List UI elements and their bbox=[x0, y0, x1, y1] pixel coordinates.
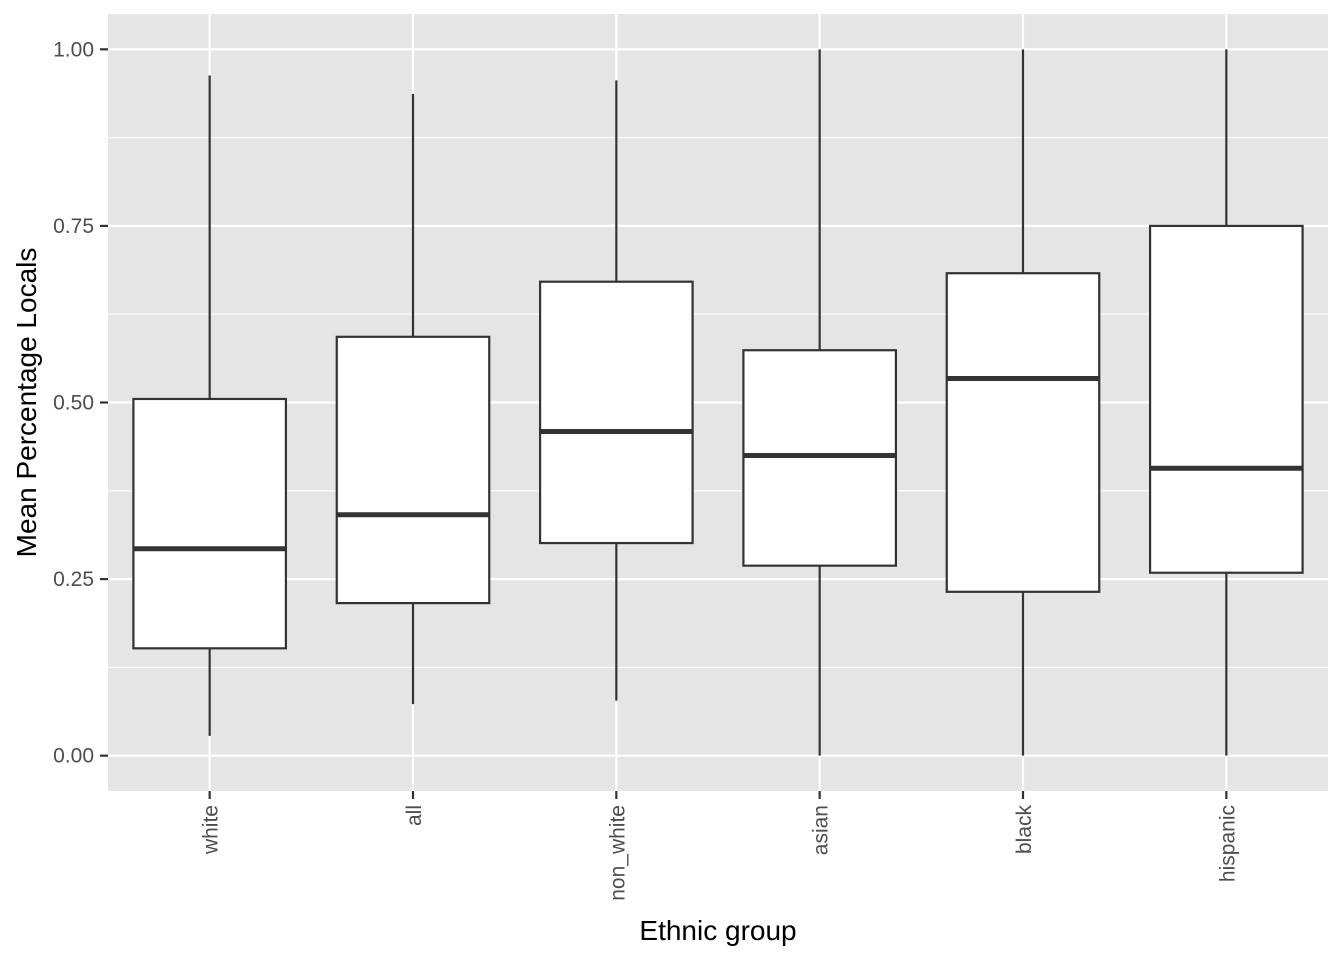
box-white bbox=[132, 75, 288, 736]
y-axis: 0.00 0.25 0.50 0.75 1.00 bbox=[53, 38, 108, 768]
y-tick-label: 1.00 bbox=[53, 38, 94, 61]
iqr-box bbox=[132, 397, 288, 650]
box-asian bbox=[742, 49, 898, 756]
y-tick-label: 0.25 bbox=[53, 568, 94, 591]
y-tick-label: 0.00 bbox=[53, 745, 94, 768]
x-tick-label-black: black bbox=[1013, 805, 1036, 855]
iqr-box bbox=[335, 335, 491, 605]
minor-gridlines bbox=[108, 137, 1328, 668]
iqr-box bbox=[945, 272, 1101, 593]
x-axis-title: Ethnic group bbox=[639, 915, 796, 946]
x-tick-label-hispanic: hispanic bbox=[1216, 805, 1239, 882]
box-hispanic bbox=[1148, 49, 1304, 756]
y-axis-title: Mean Percentage Locals bbox=[11, 248, 42, 558]
box-non_white bbox=[538, 80, 694, 701]
box-all bbox=[335, 93, 491, 705]
y-tick-label: 0.50 bbox=[53, 392, 94, 415]
x-tick-label-non_white: non_white bbox=[606, 805, 629, 901]
x-tick-label-all: all bbox=[403, 805, 426, 826]
x-axis: white all non_white asian black hispanic bbox=[200, 791, 1239, 901]
x-tick-label-asian: asian bbox=[810, 805, 833, 855]
box-black bbox=[945, 49, 1101, 756]
iqr-box bbox=[1148, 224, 1304, 574]
x-tick-label-white: white bbox=[200, 805, 223, 855]
iqr-box bbox=[538, 280, 694, 545]
boxes bbox=[132, 49, 1304, 756]
y-tick-label: 0.75 bbox=[53, 215, 94, 238]
